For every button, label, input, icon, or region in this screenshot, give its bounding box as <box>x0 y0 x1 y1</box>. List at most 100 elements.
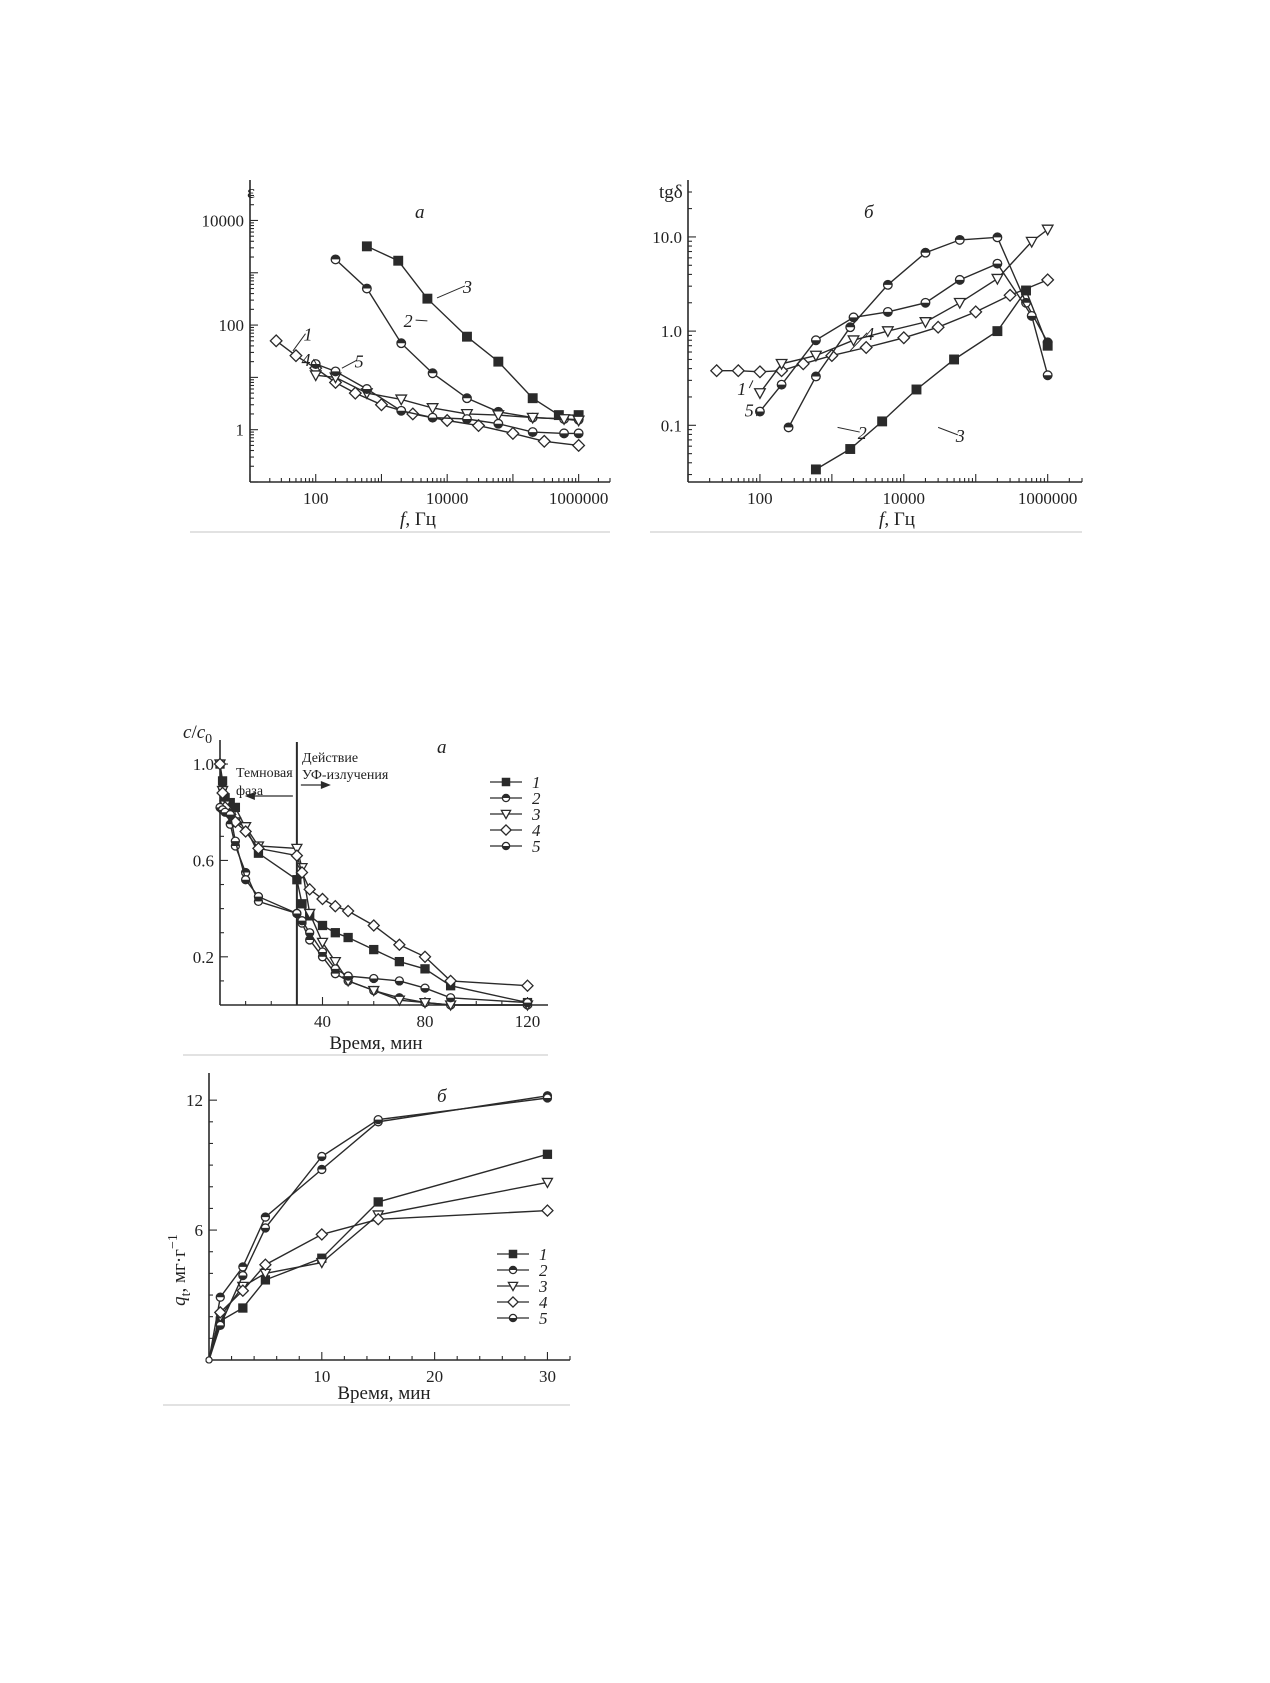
curve-label-2: 2 <box>858 423 867 443</box>
data-point-3 <box>527 393 538 404</box>
data-point-3 <box>393 255 404 266</box>
series-5 <box>754 258 1053 417</box>
data-point-3 <box>462 331 472 342</box>
data-point-5-fill <box>1027 315 1037 321</box>
data-point-4 <box>239 825 253 838</box>
data-point-4 <box>809 350 823 363</box>
data-point-5-fill <box>241 879 250 884</box>
data-point-2 <box>317 1164 327 1175</box>
data-point-3 <box>845 444 856 454</box>
y-tick-label: 100 <box>219 316 245 335</box>
data-point-2-fill <box>462 393 472 399</box>
data-point-4 <box>213 1305 227 1319</box>
x-tick-label: 120 <box>515 1012 541 1031</box>
x-tick-label: 10000 <box>426 489 469 508</box>
data-point-2-fill <box>261 1213 270 1218</box>
series-1 <box>205 1149 553 1364</box>
data-point-1 <box>317 920 328 931</box>
y-tick-label: 10.0 <box>652 228 682 247</box>
data-point-5-fill <box>811 340 821 345</box>
data-point-2 <box>882 279 893 290</box>
data-point-5-fill <box>374 1119 383 1124</box>
y-label-c: c <box>183 722 192 743</box>
data-point-5-fill <box>755 411 765 416</box>
data-point-4 <box>252 841 265 855</box>
data-point-3 <box>493 356 504 367</box>
series-line-3 <box>366 245 579 416</box>
data-point-4 <box>392 938 406 952</box>
data-point-4 <box>491 410 505 422</box>
data-point-1 <box>269 334 283 348</box>
data-point-1 <box>931 320 945 334</box>
data-point-4 <box>541 1204 554 1218</box>
data-point-3 <box>911 384 922 395</box>
panel-label-b-bottom: б <box>437 1086 448 1107</box>
data-point-5-fill <box>574 433 583 438</box>
callout-leader <box>292 333 306 352</box>
series-line-2 <box>335 258 579 421</box>
data-point-5-fill <box>421 988 429 993</box>
data-point-1 <box>753 365 767 379</box>
data-point-4 <box>236 1284 250 1298</box>
data-point-5-fill <box>298 920 306 925</box>
data-point-1 <box>292 875 302 885</box>
data-point-5 <box>369 973 379 984</box>
data-point-1 <box>1040 273 1055 287</box>
data-point-5 <box>361 384 372 394</box>
data-point-5-fill <box>883 311 893 317</box>
legend-label: 1 <box>539 1245 548 1264</box>
data-point-1 <box>369 944 379 955</box>
data-point-2-fill <box>955 235 965 240</box>
data-point-5 <box>776 379 787 390</box>
y-label-superscript: −1 <box>166 1234 181 1249</box>
data-point-5-fill <box>369 978 378 983</box>
data-point-3 <box>393 995 406 1007</box>
data-point-2 <box>810 371 821 382</box>
series-line-1 <box>208 1153 548 1361</box>
data-point-4 <box>847 335 860 347</box>
data-point-3 <box>418 997 432 1009</box>
x-tick-label: 10 <box>313 1367 330 1386</box>
annotation-uv-line2: УФ-излучения <box>302 768 389 783</box>
series-line-4 <box>759 228 1049 394</box>
data-point-1 <box>1003 288 1017 303</box>
data-point-4 <box>341 904 355 918</box>
x-tick-label: 10000 <box>883 489 926 508</box>
y-tick-label: 1 <box>236 421 245 440</box>
data-point-5 <box>882 306 893 317</box>
legend-swatch-marker <box>508 1265 518 1275</box>
data-point-4 <box>315 1227 329 1241</box>
data-point-5 <box>754 406 765 417</box>
legend-item-3: 3 <box>497 1277 548 1296</box>
series-3 <box>361 241 584 421</box>
data-point-5-fill <box>777 384 786 389</box>
callout-leader <box>415 319 428 322</box>
legend-label: 2 <box>532 789 541 808</box>
data-point-5-fill <box>231 841 240 846</box>
data-point-2-fill <box>993 233 1002 238</box>
data-point-5 <box>920 297 931 308</box>
curve-label-3: 3 <box>462 277 472 297</box>
y-tick-label: 10000 <box>202 211 245 230</box>
data-point-3 <box>541 1177 554 1189</box>
data-point-1 <box>297 899 307 909</box>
series-4 <box>205 1204 554 1364</box>
series-line-1 <box>716 279 1048 373</box>
data-point-5 <box>810 335 821 346</box>
legend-label: 3 <box>531 805 541 824</box>
data-point-5-fill <box>317 1156 326 1161</box>
data-point-1 <box>859 340 873 355</box>
data-point-5-fill <box>226 814 235 819</box>
data-point-1 <box>571 438 586 453</box>
data-point-3 <box>992 326 1003 337</box>
data-point-5 <box>992 258 1003 269</box>
curve-label-5: 5 <box>745 401 754 421</box>
data-point-5 <box>420 983 430 993</box>
data-point-5-fill <box>216 1325 225 1330</box>
data-point-4 <box>295 866 309 879</box>
curve-label-4: 4 <box>302 350 311 370</box>
data-point-5 <box>493 418 504 429</box>
legend-swatch-marker <box>508 1249 518 1259</box>
series-line-5 <box>219 806 528 1004</box>
